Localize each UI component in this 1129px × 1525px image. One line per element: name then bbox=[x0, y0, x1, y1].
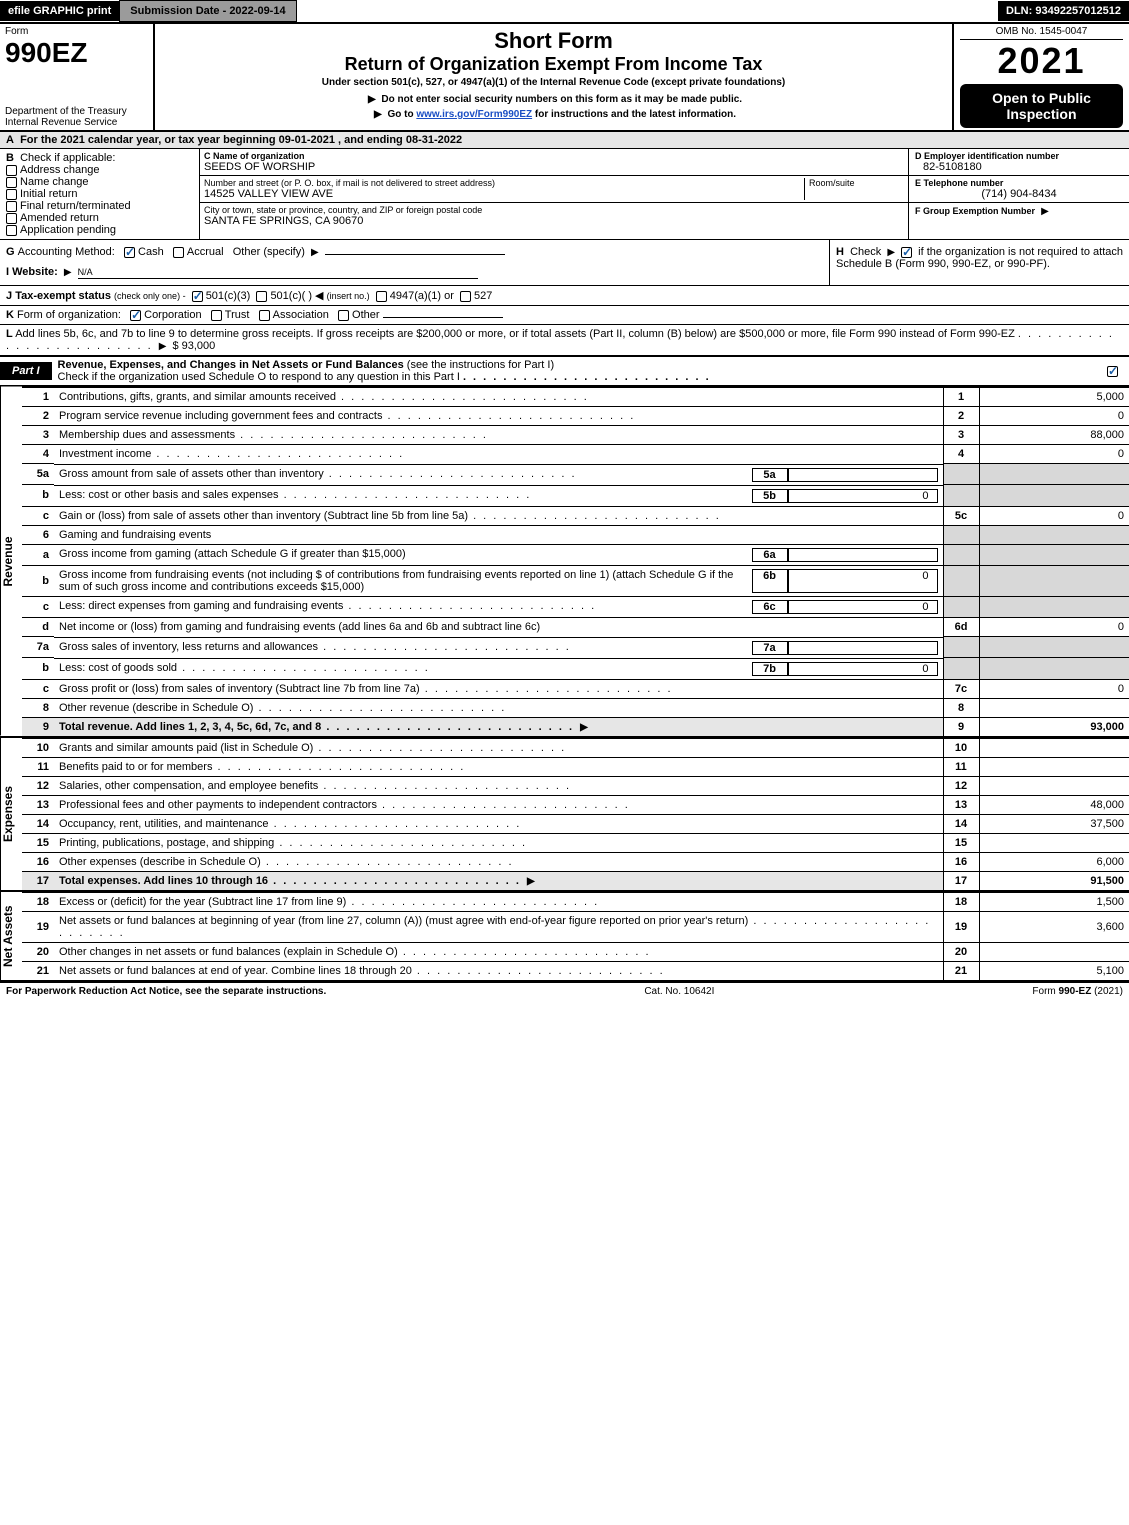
arrow-icon bbox=[577, 721, 591, 733]
line17-amt: 91,500 bbox=[979, 871, 1129, 890]
tax-year: 2021 bbox=[960, 40, 1123, 82]
check-assoc[interactable] bbox=[259, 310, 270, 321]
part1-header: Part I Revenue, Expenses, and Changes in… bbox=[0, 356, 1129, 387]
arrow-icon bbox=[308, 246, 322, 258]
org-name: SEEDS OF WORSHIP bbox=[204, 161, 904, 173]
line13-amt: 48,000 bbox=[979, 795, 1129, 814]
part1-label: Part I bbox=[0, 362, 52, 380]
arrow-icon bbox=[365, 94, 379, 105]
form-header: Form 990EZ Department of the Treasury In… bbox=[0, 24, 1129, 132]
line18-amt: 1,500 bbox=[979, 892, 1129, 911]
line6d-amt: 0 bbox=[979, 618, 1129, 637]
line-j: J Tax-exempt status (check only one) - 5… bbox=[0, 286, 1129, 306]
under-section: Under section 501(c), 527, or 4947(a)(1)… bbox=[165, 77, 942, 88]
line-a-text: For the 2021 calendar year, or tax year … bbox=[20, 134, 462, 146]
block-bcdef: B Check if applicable: Address change Na… bbox=[0, 149, 1129, 240]
efile-label[interactable]: efile GRAPHIC print bbox=[0, 1, 119, 21]
d-label: D Employer identification number bbox=[915, 151, 1059, 161]
goto-post: for instructions and the latest informat… bbox=[535, 109, 736, 120]
netassets-tab: Net Assets bbox=[0, 892, 22, 980]
check-501c[interactable] bbox=[256, 291, 267, 302]
check-cash[interactable] bbox=[124, 247, 135, 258]
check-part1[interactable] bbox=[1107, 366, 1118, 377]
dept-treasury: Department of the Treasury bbox=[5, 106, 148, 117]
check-amended[interactable] bbox=[6, 213, 17, 224]
goto-pre: Go to bbox=[387, 109, 416, 120]
f-label: F Group Exemption Number bbox=[915, 206, 1035, 216]
line4-amt: 0 bbox=[979, 445, 1129, 464]
section-c: C Name of organization SEEDS OF WORSHIP … bbox=[200, 149, 909, 239]
line16-amt: 6,000 bbox=[979, 852, 1129, 871]
form-number: 990EZ bbox=[5, 37, 148, 69]
omb-number: OMB No. 1545-0047 bbox=[960, 26, 1123, 40]
part1-check-line: Check if the organization used Schedule … bbox=[58, 371, 460, 383]
check-accrual[interactable] bbox=[173, 247, 184, 258]
line14-amt: 37,500 bbox=[979, 814, 1129, 833]
form-label: Form bbox=[5, 26, 148, 37]
revenue-tab: Revenue bbox=[0, 387, 22, 736]
check-corp[interactable] bbox=[130, 310, 141, 321]
footer-left: For Paperwork Reduction Act Notice, see … bbox=[6, 986, 326, 997]
arrow-icon bbox=[884, 246, 898, 258]
submission-date: Submission Date - 2022-09-14 bbox=[119, 0, 296, 22]
short-form-title: Short Form bbox=[165, 28, 942, 54]
check-h[interactable] bbox=[901, 247, 912, 258]
dln-label: DLN: 93492257012512 bbox=[998, 1, 1129, 21]
check-final[interactable] bbox=[6, 201, 17, 212]
irs-link[interactable]: www.irs.gov/Form990EZ bbox=[416, 109, 532, 120]
main-title: Return of Organization Exempt From Incom… bbox=[165, 54, 942, 75]
dept-irs: Internal Revenue Service bbox=[5, 117, 148, 128]
e-label: E Telephone number bbox=[915, 178, 1003, 188]
section-def: D Employer identification number 82-5108… bbox=[909, 149, 1129, 239]
open-to-public: Open to Public Inspection bbox=[960, 84, 1123, 128]
arrow-icon bbox=[156, 340, 170, 352]
arrow-icon bbox=[371, 109, 385, 120]
expenses-section: Expenses 10Grants and similar amounts pa… bbox=[0, 736, 1129, 890]
line19-amt: 3,600 bbox=[979, 911, 1129, 942]
check-other[interactable] bbox=[338, 310, 349, 321]
ssn-note: Do not enter social security numbers on … bbox=[381, 94, 742, 105]
line-a: A For the 2021 calendar year, or tax yea… bbox=[0, 132, 1129, 149]
website: N/A bbox=[78, 267, 93, 277]
ein: 82-5108180 bbox=[915, 161, 1123, 173]
check-pending[interactable] bbox=[6, 225, 17, 236]
cat-no: Cat. No. 10642I bbox=[644, 986, 714, 997]
phone: (714) 904-8434 bbox=[915, 188, 1123, 200]
check-initial[interactable] bbox=[6, 189, 17, 200]
org-street: 14525 VALLEY VIEW AVE bbox=[204, 188, 804, 200]
line3-amt: 88,000 bbox=[979, 426, 1129, 445]
netassets-section: Net Assets 18Excess or (deficit) for the… bbox=[0, 890, 1129, 982]
gross-receipts: $ 93,000 bbox=[172, 340, 215, 352]
line21-amt: 5,100 bbox=[979, 961, 1129, 980]
b-label: Check if applicable: bbox=[20, 152, 115, 164]
arrow-icon bbox=[1038, 205, 1052, 217]
expenses-tab: Expenses bbox=[0, 738, 22, 890]
check-501c3[interactable] bbox=[192, 291, 203, 302]
line5c-amt: 0 bbox=[979, 506, 1129, 525]
revenue-section: Revenue 1Contributions, gifts, grants, a… bbox=[0, 387, 1129, 736]
org-city: SANTA FE SPRINGS, CA 90670 bbox=[204, 215, 904, 227]
page-footer: For Paperwork Reduction Act Notice, see … bbox=[0, 982, 1129, 1000]
check-527[interactable] bbox=[460, 291, 471, 302]
section-b: B Check if applicable: Address change Na… bbox=[0, 149, 200, 239]
line-k: K Form of organization: Corporation Trus… bbox=[0, 306, 1129, 325]
arrow-icon bbox=[61, 266, 75, 278]
check-trust[interactable] bbox=[211, 310, 222, 321]
check-address[interactable] bbox=[6, 165, 17, 176]
check-4947[interactable] bbox=[376, 291, 387, 302]
block-gh: G Accounting Method: Cash Accrual Other … bbox=[0, 240, 1129, 286]
arrow-icon bbox=[524, 875, 538, 887]
footer-form: 990-EZ bbox=[1059, 986, 1092, 997]
top-bar: efile GRAPHIC print Submission Date - 20… bbox=[0, 0, 1129, 24]
line2-amt: 0 bbox=[979, 407, 1129, 426]
line7c-amt: 0 bbox=[979, 679, 1129, 698]
check-name[interactable] bbox=[6, 177, 17, 188]
room-suite-label: Room/suite bbox=[809, 178, 904, 188]
line8-amt bbox=[979, 698, 1129, 717]
line1-amt: 5,000 bbox=[979, 388, 1129, 407]
line-l: L Add lines 5b, 6c, and 7b to line 9 to … bbox=[0, 325, 1129, 356]
line9-amt: 93,000 bbox=[979, 717, 1129, 736]
